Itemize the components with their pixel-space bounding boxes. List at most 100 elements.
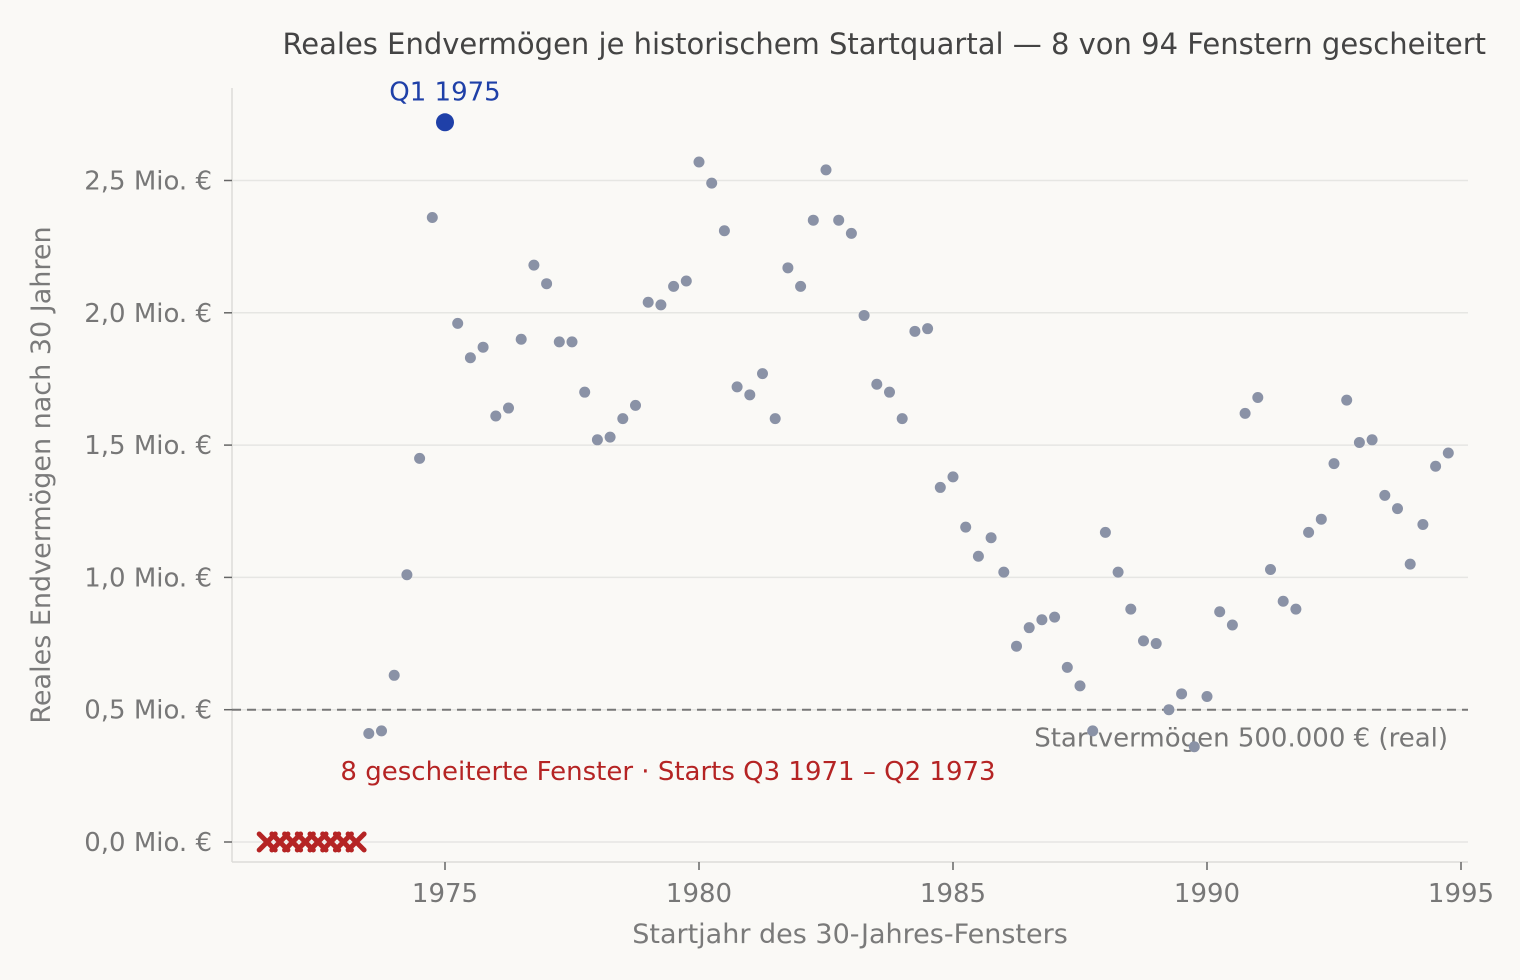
y-tick-label: 0,5 Mio. € <box>84 696 212 726</box>
data-point <box>1201 690 1213 702</box>
data-point <box>477 341 489 353</box>
data-point <box>845 227 857 239</box>
x-tick-label: 1975 <box>412 879 478 909</box>
data-point <box>1430 460 1442 472</box>
data-point <box>579 386 591 398</box>
data-point <box>1074 680 1086 692</box>
data-point <box>363 728 375 740</box>
data-point <box>1303 526 1315 538</box>
data-point <box>884 386 895 398</box>
y-tick-label: 0,0 Mio. € <box>84 828 212 858</box>
data-point <box>566 336 578 348</box>
data-point <box>655 299 667 311</box>
data-point <box>757 368 768 380</box>
data-point <box>541 278 553 290</box>
data-point <box>1366 434 1378 446</box>
data-point <box>1214 606 1226 618</box>
data-point <box>515 333 527 345</box>
x-tick-label: 1995 <box>1428 879 1494 909</box>
data-point <box>1404 558 1416 570</box>
data-point <box>922 323 934 335</box>
data-point <box>401 569 413 581</box>
data-point <box>731 381 743 393</box>
data-point <box>972 550 984 562</box>
data-point <box>1049 611 1061 623</box>
data-point <box>1442 447 1454 459</box>
data-point <box>1341 394 1353 406</box>
data-point <box>1290 603 1302 615</box>
data-point <box>1226 619 1238 631</box>
data-point <box>426 212 438 224</box>
x-tick-label: 1990 <box>1174 879 1240 909</box>
point-layer <box>363 156 1454 753</box>
data-point <box>1392 503 1403 515</box>
data-point <box>1417 518 1429 530</box>
highlight-label: Q1 1975 <box>389 77 500 107</box>
data-point <box>591 434 603 446</box>
data-point <box>1328 458 1340 470</box>
data-point <box>503 402 514 414</box>
y-tick-label: 1,0 Mio. € <box>84 563 212 593</box>
data-point <box>414 452 426 464</box>
data-point <box>934 481 946 493</box>
data-point <box>1150 638 1162 650</box>
data-point <box>833 214 845 226</box>
data-point <box>1315 513 1327 525</box>
data-point <box>490 410 502 422</box>
data-point <box>376 725 387 737</box>
data-point <box>820 164 832 176</box>
data-point <box>528 259 540 271</box>
data-point <box>858 309 870 321</box>
data-point <box>1239 407 1251 419</box>
data-point <box>744 389 756 401</box>
data-point <box>795 280 807 292</box>
y-tick-label: 2,0 Mio. € <box>84 299 212 329</box>
data-point <box>452 317 464 329</box>
failed-point-marker <box>345 831 367 853</box>
data-point <box>464 352 476 364</box>
x-axis-title: Startjahr des 30-Jahres-Fensters <box>632 919 1068 950</box>
grid-layer <box>232 179 1468 843</box>
data-point <box>1036 614 1048 626</box>
data-point <box>1265 563 1276 575</box>
data-point <box>642 296 654 308</box>
data-point <box>630 399 641 411</box>
data-point <box>985 532 997 544</box>
data-point <box>1188 741 1200 753</box>
data-point <box>604 431 616 443</box>
data-point <box>1099 526 1111 538</box>
data-point <box>617 413 629 425</box>
x-tick-label: 1985 <box>920 879 986 909</box>
data-point <box>706 177 718 189</box>
data-point <box>1087 725 1099 737</box>
failed-point-layer <box>256 831 367 853</box>
chart-title: Reales Endvermögen je historischem Start… <box>282 27 1486 61</box>
data-point <box>807 214 819 226</box>
data-point <box>553 336 565 348</box>
highlight-layer: Q1 1975 <box>389 77 501 132</box>
data-point <box>718 225 730 237</box>
data-point <box>1252 391 1264 403</box>
data-point <box>1125 603 1137 615</box>
y-tick-layer: 0,0 Mio. € 0,5 Mio. € 1,0 Mio. € 1,5 Mio. €… <box>84 167 232 858</box>
failed-annotation: 8 gescheiterte Fenster · Starts Q3 1971 … <box>340 757 995 787</box>
x-tick-label: 1980 <box>666 879 732 909</box>
y-tick-label: 1,5 Mio. € <box>84 431 212 461</box>
data-point <box>1379 489 1391 501</box>
data-point <box>782 262 794 274</box>
data-point <box>1011 640 1022 652</box>
data-point <box>1112 566 1124 578</box>
reference-layer: Startvermögen 500.000 € (real) 8 gescheit… <box>232 708 1468 787</box>
data-point <box>1353 436 1365 448</box>
data-point <box>947 471 959 483</box>
y-tick-label: 2,5 Mio. € <box>84 167 212 197</box>
data-point <box>1176 688 1188 700</box>
data-point <box>1023 622 1035 634</box>
highlight-point <box>436 113 454 132</box>
data-point <box>769 413 781 425</box>
data-point <box>1138 635 1149 647</box>
data-point <box>1163 704 1175 716</box>
data-point <box>871 378 883 390</box>
